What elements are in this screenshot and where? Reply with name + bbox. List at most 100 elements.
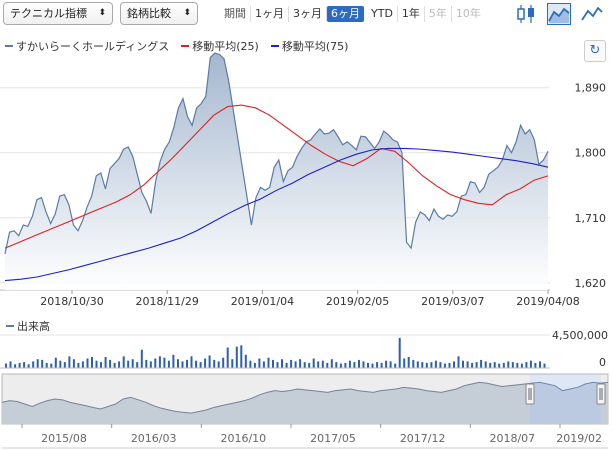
volume-label: 出来高: [17, 320, 50, 333]
volume-bar: [41, 359, 44, 368]
volume-bar: [430, 362, 433, 368]
volume-bar: [131, 359, 134, 368]
volume-bar: [539, 361, 541, 368]
volume-bar: [45, 362, 48, 368]
navigator-tick-label: 2016/10: [220, 432, 266, 445]
navigator-tick-label: 2017/12: [400, 432, 446, 445]
period-6m[interactable]: 6ヶ月: [327, 6, 364, 22]
navigator-selection: [530, 374, 601, 424]
range-navigator[interactable]: 2015/08 2016/03 2016/10 2017/05 2017/12 2018/…: [0, 372, 612, 451]
volume-bar: [412, 359, 415, 368]
volume-bar: [177, 359, 179, 368]
volume-bar: [448, 362, 451, 368]
indicator-select[interactable]: テクニカル指標 ⬍: [3, 2, 113, 25]
volume-bar: [434, 360, 437, 368]
volume-bar: [511, 362, 514, 368]
volume-bar: [335, 362, 338, 368]
volume-bar: [367, 362, 369, 368]
volume-bar: [543, 363, 546, 368]
volume-bar: [253, 362, 256, 368]
y-tick-label: 1,890: [575, 82, 607, 95]
volume-bar: [5, 363, 7, 368]
volume-legend: 出来高: [6, 318, 50, 334]
volume-bar: [262, 361, 265, 368]
volume-bar: [72, 359, 75, 368]
volume-bar: [502, 362, 505, 368]
volume-bar: [231, 359, 234, 368]
volume-bar: [480, 359, 483, 368]
x-tick-label: 2018/11/29: [135, 295, 198, 308]
volume-bar: [312, 358, 315, 368]
volume-bar: [281, 359, 283, 368]
volume-bar: [489, 362, 492, 368]
volume-bar: [529, 360, 532, 368]
volume-bar: [457, 356, 460, 368]
volume-bar: [54, 357, 57, 368]
volume-bar: [127, 360, 130, 368]
volume-bar: [172, 354, 175, 368]
volume-bar: [294, 361, 297, 368]
volume-bar: [466, 361, 469, 368]
refresh-icon[interactable]: ↻: [584, 40, 606, 62]
volume-bar: [321, 360, 324, 368]
period-3m[interactable]: 3ヶ月: [289, 6, 327, 22]
compare-select[interactable]: 銘柄比較 ⬍: [120, 2, 198, 25]
period-1y[interactable]: 1年: [398, 6, 425, 22]
volume-bar: [113, 362, 116, 368]
volume-bar: [290, 359, 293, 368]
volume-bar: [258, 358, 261, 368]
volume-bar: [122, 356, 125, 368]
period-1m[interactable]: 1ヶ月: [251, 6, 289, 22]
period-ytd[interactable]: YTD: [367, 6, 398, 22]
y-tick-label: 1,620: [575, 277, 607, 290]
volume-bar: [145, 359, 148, 368]
volume-bar: [149, 361, 152, 368]
volume-bar: [104, 357, 107, 368]
volume-bar: [353, 362, 356, 368]
ma25-line: [4, 104, 549, 249]
volume-bar: [516, 362, 519, 368]
ma75-line: [4, 147, 549, 282]
volume-bar: [208, 355, 211, 368]
navigator-mask-left: [2, 374, 530, 424]
legend-label: すかいらーくホールディングス: [16, 40, 170, 53]
volume-bar: [421, 362, 424, 368]
compare-select-label: 銘柄比較: [127, 7, 171, 20]
volume-bar: [18, 362, 21, 368]
volume-bar: [9, 361, 12, 368]
navigator-tick-label: 2015/08: [41, 432, 87, 445]
volume-bar: [317, 361, 320, 368]
volume-bar: [425, 362, 428, 368]
volume-bar: [32, 361, 35, 368]
volume-bar: [407, 357, 410, 368]
volume-bar: [100, 362, 102, 368]
volume-bar: [303, 362, 306, 368]
volume-bar: [285, 362, 288, 368]
volume-bar: [167, 360, 170, 368]
chart-legend: すかいらーくホールディングス 移動平均(25) 移動平均(75): [5, 38, 348, 54]
volume-bar: [86, 358, 89, 368]
volume-bar: [240, 345, 243, 368]
line-chart-icon[interactable]: [580, 3, 604, 25]
volume-bar: [195, 360, 198, 368]
volume-bar: [181, 361, 184, 368]
chart-toolbar: テクニカル指標 ⬍ 銘柄比較 ⬍ 期間 1ヶ月 3ヶ月 6ヶ月 YTD 1年 5…: [0, 0, 612, 28]
area-chart-icon[interactable]: [547, 3, 571, 25]
volume-tick-label: 0: [599, 356, 606, 369]
candlestick-chart-icon[interactable]: [514, 3, 538, 25]
select-arrows-icon: ⬍: [98, 8, 106, 18]
volume-bar: [204, 358, 207, 368]
legend-swatch: [6, 325, 14, 327]
volume-bar: [267, 357, 270, 368]
volume-bar: [190, 356, 193, 368]
y-tick-label: 1,710: [575, 212, 607, 225]
legend-item-ma75: 移動平均(75): [270, 38, 348, 54]
period-label: 期間: [222, 6, 251, 22]
navigator-tick-label: 2016/03: [131, 432, 177, 445]
volume-bar: [362, 361, 365, 368]
volume-bar: [118, 361, 121, 368]
legend-swatch: [270, 45, 279, 47]
legend-item-ma25: 移動平均(25): [181, 38, 259, 54]
volume-bar: [389, 361, 392, 368]
volume-bar: [23, 362, 26, 368]
